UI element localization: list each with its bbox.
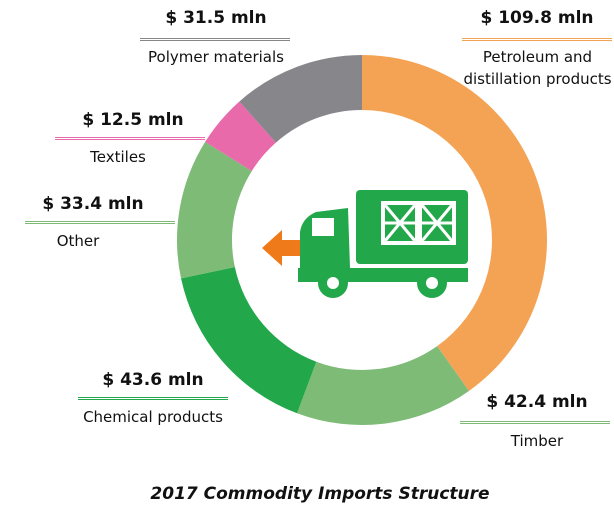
label-rule	[78, 397, 228, 400]
label-rule	[55, 137, 205, 140]
chart-title: 2017 Commodity Imports Structure	[150, 484, 490, 504]
label-rule	[140, 38, 290, 41]
value-label: $ 42.4 mln	[486, 392, 588, 412]
value-label: $ 31.5 mln	[165, 8, 267, 28]
donut	[177, 55, 548, 426]
value-label: $ 12.5 mln	[82, 110, 184, 130]
value-label: $ 109.8 mln	[480, 8, 594, 28]
label-rule	[460, 421, 610, 424]
category-label: Chemical products	[83, 408, 223, 426]
donut-segment	[362, 55, 548, 391]
value-label: $ 43.6 mln	[102, 370, 204, 390]
label-rule	[462, 38, 612, 41]
donut-segment	[205, 101, 276, 172]
donut-segment	[239, 55, 362, 143]
donut-segment	[297, 346, 469, 426]
label-rule	[25, 221, 175, 224]
value-label: $ 33.4 mln	[42, 194, 144, 214]
category-label: Petroleum and distillation products	[463, 48, 612, 88]
category-label: Polymer materials	[148, 48, 284, 66]
donut-segment	[177, 141, 252, 279]
category-label: Textiles	[90, 148, 146, 166]
truck-icon	[262, 190, 468, 298]
category-label: Other	[56, 232, 100, 250]
donut-segment	[181, 267, 317, 414]
category-label: Timber	[510, 432, 564, 450]
